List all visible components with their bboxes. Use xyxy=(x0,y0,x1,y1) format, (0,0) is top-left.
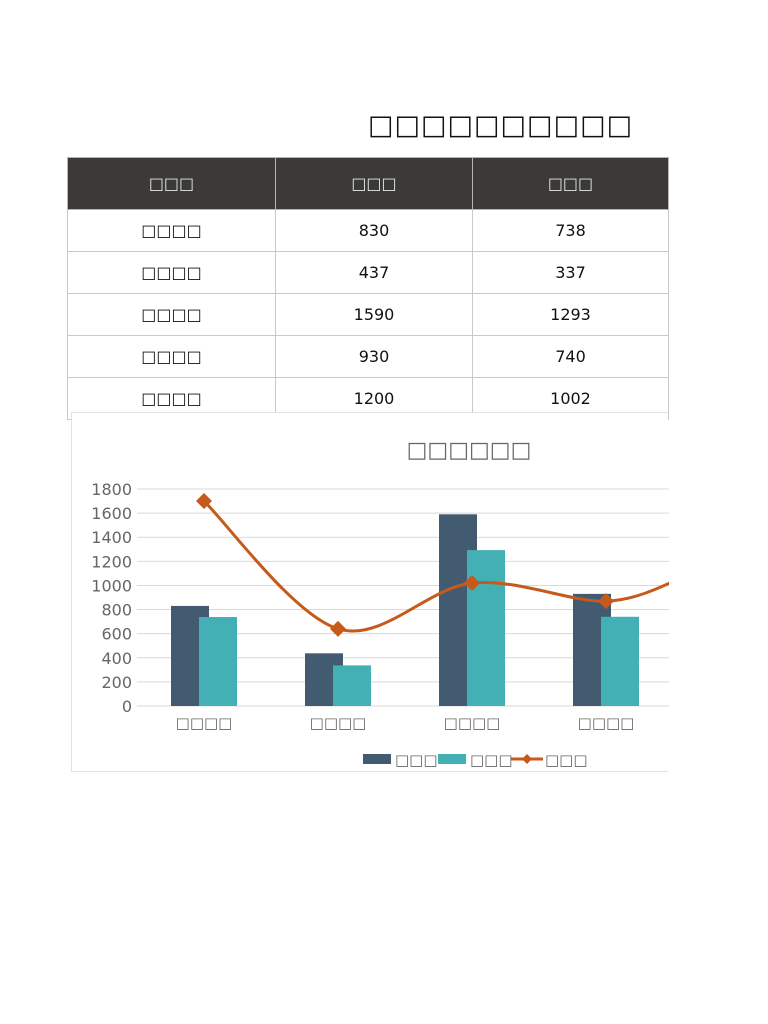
table-cell: □□□□ xyxy=(67,251,276,294)
bar xyxy=(601,616,639,706)
bar-series xyxy=(171,514,639,706)
chart-title: □□□□□□ xyxy=(407,438,532,463)
legend-swatch-icon xyxy=(438,754,466,764)
column-header: □□□ xyxy=(67,157,276,210)
legend-label: □□□ xyxy=(545,751,588,769)
table-cell: 930 xyxy=(275,335,473,378)
y-tick-label: 200 xyxy=(101,673,132,692)
y-tick-label: 1800 xyxy=(91,480,132,499)
y-axis-labels: 0 200 400 600 800 1000 1200 1400 1600 1800 xyxy=(91,480,132,716)
table-cell: □□□□ xyxy=(67,209,276,252)
y-tick-label: 400 xyxy=(101,649,132,668)
y-tick-label: 800 xyxy=(101,601,132,620)
legend-label: □□□ xyxy=(395,751,438,769)
legend-diamond-icon xyxy=(522,754,532,764)
bar xyxy=(467,550,505,706)
chart-legend: □□□ □□□ □□□ xyxy=(363,751,588,769)
y-tick-label: 0 xyxy=(122,697,132,716)
y-tick-label: 1000 xyxy=(91,576,132,595)
legend-swatch-icon xyxy=(363,754,391,764)
y-tick-label: 600 xyxy=(101,625,132,644)
data-table: □□□ □□□ □□□ □□□□ 830 738 □□□□ 437 337 □□… xyxy=(67,157,669,420)
y-tick-label: 1600 xyxy=(91,504,132,523)
table-cell: □□□□ xyxy=(67,293,276,336)
diamond-marker-icon xyxy=(598,593,614,610)
column-header: □□□ xyxy=(275,157,473,210)
table-row: □□□□ 930 740 xyxy=(67,335,669,378)
table-cell: 337 xyxy=(472,251,669,294)
y-tick-label: 1200 xyxy=(91,552,132,571)
x-tick-label: □□□□ xyxy=(176,714,233,732)
chart-container[interactable]: □□□□□□ 0 200 400 600 800 1000 1200 1400 1600 1800… xyxy=(71,412,669,772)
table-cell: □□□□ xyxy=(67,335,276,378)
x-tick-label: □□□□ xyxy=(578,714,635,732)
column-header: □□□ xyxy=(472,157,669,210)
table-cell: 437 xyxy=(275,251,473,294)
table-header-row: □□□ □□□ □□□ xyxy=(67,157,669,210)
x-axis-labels: □□□□ □□□□ □□□□ □□□□ xyxy=(176,714,635,732)
table-cell: 738 xyxy=(472,209,669,252)
table-cell: 740 xyxy=(472,335,669,378)
x-tick-label: □□□□ xyxy=(444,714,501,732)
table-cell: 830 xyxy=(275,209,473,252)
x-tick-label: □□□□ xyxy=(310,714,367,732)
page-title: □□□□□□□□□□ xyxy=(368,110,634,141)
bar xyxy=(199,617,237,706)
diamond-marker-icon xyxy=(330,620,346,637)
diamond-marker-icon xyxy=(464,575,480,592)
bar xyxy=(333,665,371,706)
trend-line xyxy=(202,499,669,633)
combo-chart: □□□□□□ 020040060080010001200140016001800… xyxy=(91,438,669,769)
table-cell: 1590 xyxy=(275,293,473,336)
diamond-marker-icon xyxy=(196,493,212,510)
table-row: □□□□ 830 738 xyxy=(67,209,669,252)
table-cell: 1293 xyxy=(472,293,669,336)
y-tick-label: 1400 xyxy=(91,528,132,547)
table-row: □□□□ 1590 1293 xyxy=(67,293,669,336)
legend-label: □□□ xyxy=(470,751,513,769)
table-row: □□□□ 437 337 xyxy=(67,251,669,294)
line-series xyxy=(196,493,669,637)
